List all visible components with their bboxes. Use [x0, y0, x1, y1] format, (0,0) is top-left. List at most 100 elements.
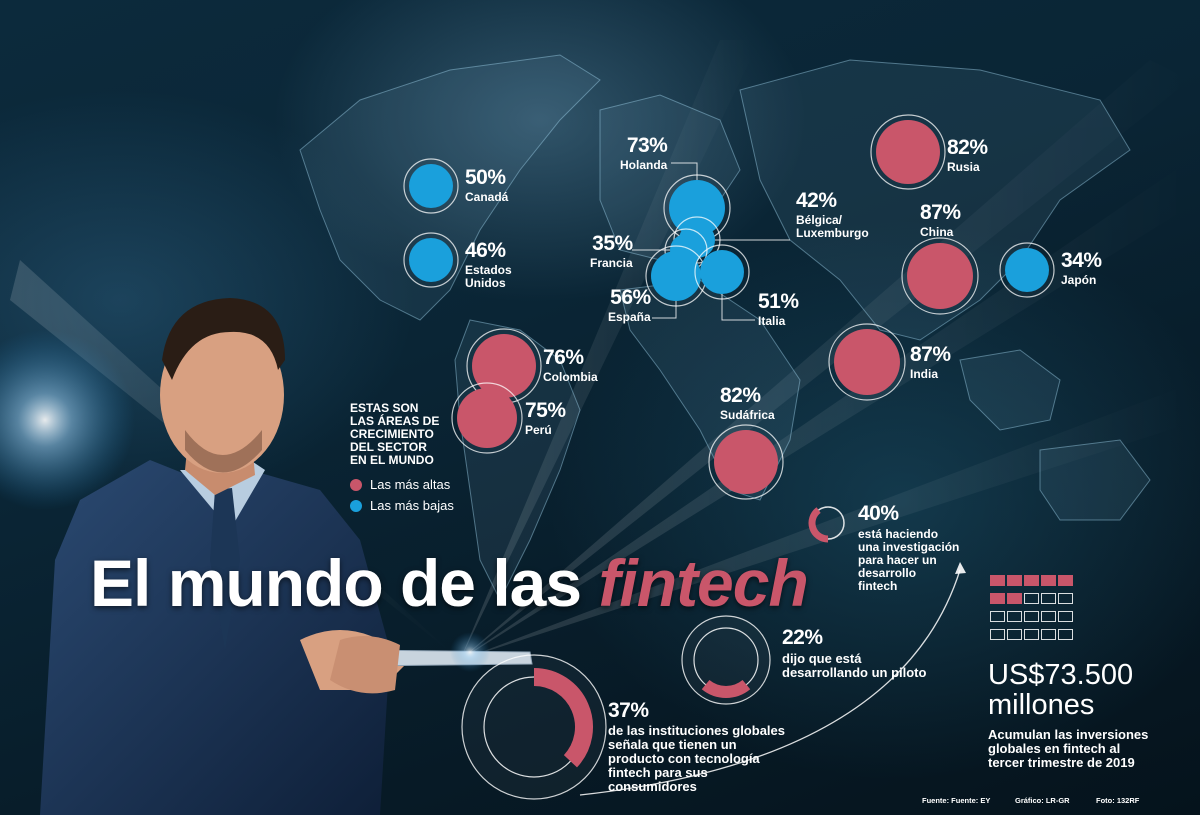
- face: [160, 317, 284, 473]
- stat-40: 40% está haciendo una investigación para…: [858, 503, 959, 593]
- country-marker: [901, 237, 979, 315]
- country-marker-ring: [870, 114, 946, 190]
- country-marker-ring: [708, 424, 784, 500]
- country-name-line: Unidos: [465, 276, 506, 290]
- stat-line: fintech para sus: [608, 765, 708, 780]
- country-pct: 51%: [758, 290, 799, 313]
- country-marker: [694, 244, 755, 321]
- legend-heading: ESTAS SON LAS ÁREAS DE CRECIMIENTO DEL S…: [350, 402, 454, 467]
- country-pct: 46%: [465, 239, 506, 262]
- country-marker-dot: [876, 120, 940, 184]
- grid-square: [990, 593, 1005, 604]
- stat-ring-value: [808, 507, 829, 543]
- country-marker-dot: [834, 329, 900, 395]
- stat-line: desarrollo: [858, 566, 917, 580]
- stat-outer-ring: [681, 615, 771, 705]
- country-name: Rusia: [947, 160, 980, 174]
- country-marker-dot: [907, 243, 973, 309]
- footer-photo: Foto: 132RF: [1096, 796, 1140, 805]
- country-marker: [708, 424, 784, 500]
- country-label: 82% Rusia: [947, 137, 988, 174]
- grid-square: [1007, 629, 1022, 640]
- footer-graphic: Gráfico: LR-GR: [1015, 796, 1070, 805]
- country-marker-dot: [1005, 248, 1049, 292]
- country-name: Italia: [758, 314, 786, 328]
- country-marker: [870, 114, 946, 190]
- stat-pct: 37%: [608, 699, 649, 722]
- country-name: China: [920, 225, 954, 239]
- grid-square: [1007, 593, 1022, 604]
- country-name: Holanda: [620, 158, 668, 172]
- legend-heading-line: EN EL MUNDO: [350, 453, 434, 467]
- country-marker-dot: [409, 238, 453, 282]
- country-name: Bélgica/Luxemburgo: [796, 214, 869, 240]
- country-label: 75% Perú: [525, 400, 566, 437]
- grid-square: [990, 629, 1005, 640]
- country-marker-dot: [700, 250, 744, 294]
- grid-square: [990, 575, 1005, 586]
- stat-text: dijo que está desarrollando un piloto: [782, 652, 926, 680]
- investment-block: US$73.500 millones Acumulan las inversio…: [988, 660, 1148, 770]
- country-pct: 87%: [910, 343, 951, 366]
- country-pct: 50%: [465, 166, 506, 189]
- country-pct: 56%: [610, 286, 651, 309]
- stat-text: está haciendo una investigación para hac…: [858, 528, 959, 593]
- country-name-line: Estados: [465, 263, 512, 277]
- country-pct: 87%: [920, 201, 961, 224]
- leader-line: [721, 294, 755, 321]
- investment-unit: millones: [988, 689, 1095, 721]
- country-label: 76% Colombia: [543, 347, 598, 384]
- grid-square: [1041, 575, 1056, 586]
- stat-line: producto con tecnología: [608, 751, 760, 766]
- growth-arrow: [579, 569, 961, 796]
- stat-pct: 40%: [858, 502, 899, 525]
- country-label: 82% Sudáfrica: [720, 385, 775, 422]
- country-marker-ring: [403, 158, 459, 214]
- low-dot-icon: [350, 499, 362, 512]
- country-pct: 76%: [543, 346, 584, 369]
- country-marker-ring: [451, 382, 523, 454]
- grid-square: [1041, 629, 1056, 640]
- country-label: 56% España: [608, 287, 651, 324]
- stat-line: para hacer un: [858, 553, 937, 567]
- stat-line: fintech: [858, 579, 898, 593]
- country-marker: [403, 232, 459, 288]
- grid-square: [1024, 611, 1039, 622]
- stat-line: una investigación: [858, 540, 960, 554]
- country-name: Francia: [590, 256, 633, 270]
- suit: [40, 460, 390, 815]
- grid-square: [1024, 629, 1039, 640]
- grid-square: [1058, 611, 1073, 622]
- country-label: 46% Estados Unidos: [465, 240, 512, 290]
- country-name-line: Luxemburgo: [796, 226, 869, 240]
- stat-line: desarrollando un piloto: [782, 665, 927, 680]
- country-marker-ring: [403, 232, 459, 288]
- country-marker: [645, 245, 707, 319]
- legend-high-label: Las más altas: [370, 477, 451, 492]
- country-pct: 82%: [720, 384, 761, 407]
- country-pct: 34%: [1061, 249, 1102, 272]
- grid-square: [1024, 593, 1039, 604]
- investment-amount: US$73.500: [988, 659, 1134, 691]
- country-label: 42% Bélgica/Luxemburgo: [796, 190, 869, 240]
- stat-line: señala que tienen un: [608, 737, 737, 752]
- country-marker-dot: [651, 251, 701, 301]
- footer-source: Fuente: Fuente: EY: [922, 796, 991, 805]
- legend-heading-line: ESTAS SON: [350, 401, 419, 415]
- high-dot-icon: [350, 478, 362, 491]
- stat-line: dijo que está: [782, 651, 862, 666]
- stat-ring-value: [533, 668, 593, 768]
- legend-low-label: Las más bajas: [370, 498, 454, 513]
- country-marker: [999, 242, 1055, 298]
- hair: [162, 298, 285, 380]
- country-pct: 35%: [592, 232, 633, 255]
- legend-heading-line: LAS ÁREAS DE: [350, 414, 440, 428]
- stat-text: de las instituciones globales señala que…: [608, 724, 785, 794]
- investment-line: tercer trimestre de 2019: [988, 755, 1135, 770]
- country-label: 87% India: [910, 344, 951, 381]
- country-name: Canadá: [465, 190, 509, 204]
- grid-square: [1058, 575, 1073, 586]
- arrow-head-icon: [955, 562, 966, 574]
